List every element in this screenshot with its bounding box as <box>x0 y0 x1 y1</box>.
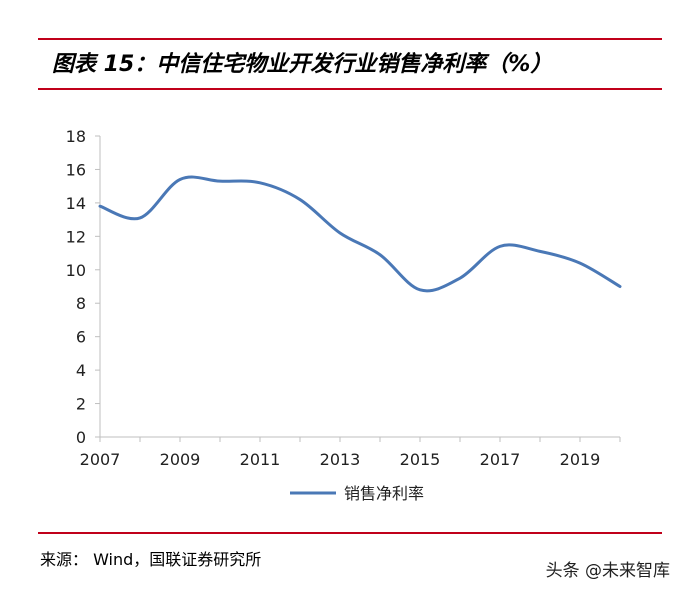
source-note: 来源： Wind，国联证券研究所 <box>40 550 262 569</box>
y-tick-label: 14 <box>66 194 86 213</box>
y-tick-label: 12 <box>66 227 86 246</box>
series-line-0 <box>98 175 622 293</box>
watermark: 头条 @未来智库 <box>546 556 670 581</box>
y-tick-label: 2 <box>76 395 86 414</box>
y-axis: 0 2 4 6 8 10 12 14 16 18 <box>66 127 101 447</box>
series-group <box>98 175 622 293</box>
y-tick-label: 0 <box>76 428 86 447</box>
x-tick-label: 2019 <box>560 450 601 469</box>
y-tick-label: 16 <box>66 160 86 179</box>
x-tick-label: 2015 <box>400 450 441 469</box>
x-axis: 2007 2009 2011 2013 2015 2017 2019 <box>80 436 621 469</box>
watermark-text: 头条 @未来智库 <box>545 561 670 581</box>
y-tick-label: 8 <box>76 294 86 313</box>
x-tick-label: 2009 <box>160 450 201 469</box>
title-top-rule <box>38 38 662 40</box>
y-tick-label: 6 <box>76 328 86 347</box>
title-bottom-rule <box>38 88 662 90</box>
legend: 销售净利率 <box>290 484 424 503</box>
y-tick-label: 4 <box>76 361 86 380</box>
footer-rule <box>38 532 662 534</box>
x-tick-label: 2007 <box>80 450 121 469</box>
y-tick-label: 18 <box>66 127 86 146</box>
y-tick-label: 10 <box>66 261 86 280</box>
x-tick-label: 2013 <box>320 450 361 469</box>
x-tick-label: 2017 <box>480 450 521 469</box>
x-tick-label: 2011 <box>240 450 281 469</box>
legend-label: 销售净利率 <box>344 484 424 503</box>
chart-title: 图表 15：中信住宅物业开发行业销售净利率（%） <box>52 52 553 77</box>
